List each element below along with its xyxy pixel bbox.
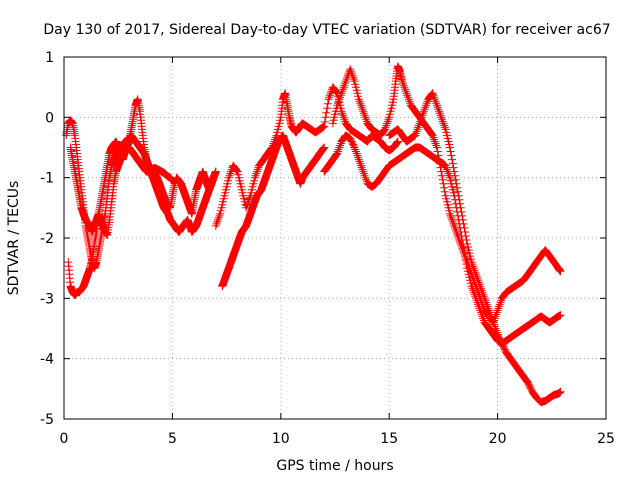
series-trace-6 xyxy=(320,131,565,348)
series-trace-8-markers xyxy=(385,89,565,407)
x-axis-label: GPS time / hours xyxy=(276,458,393,474)
x-tick-label: 20 xyxy=(489,431,507,447)
y-tick-label: -4 xyxy=(40,352,54,368)
y-tick-label: -1 xyxy=(40,171,54,187)
series-trace-1 xyxy=(64,95,220,300)
chart-title: Day 130 of 2017, Sidereal Day-to-day VTE… xyxy=(43,22,610,38)
series-trace-3 xyxy=(66,143,177,239)
series-trace-1-markers xyxy=(64,95,220,300)
y-tick-label: 1 xyxy=(45,50,54,66)
x-tick-label: 15 xyxy=(380,431,398,447)
series-trace-3-markers xyxy=(66,143,177,239)
data-series xyxy=(62,62,565,407)
x-tick-label: 10 xyxy=(272,431,290,447)
series-trace-8 xyxy=(385,89,565,407)
x-tick-label: 5 xyxy=(168,431,177,447)
y-tick-label: -5 xyxy=(40,412,54,428)
y-tick-label: -2 xyxy=(40,231,54,247)
y-tick-label: -3 xyxy=(40,291,54,307)
axis-ticks: 0 5 10 15 20 25 -5 -4 -3 -2 -1 0 1 xyxy=(40,50,615,447)
series-trace-5-markers xyxy=(211,83,402,230)
series-trace-5 xyxy=(211,83,402,230)
series-trace-4-markers xyxy=(218,131,329,291)
x-tick-label: 0 xyxy=(60,431,69,447)
series-trace-6-markers xyxy=(320,131,565,348)
y-tick-label: 0 xyxy=(45,110,54,126)
series-trace-4 xyxy=(218,131,329,291)
series-trace-7-markers xyxy=(328,62,565,327)
x-tick-label: 25 xyxy=(597,431,615,447)
y-axis-label: SDTVAR / TECUs xyxy=(6,181,22,296)
series-trace-7 xyxy=(328,62,565,327)
